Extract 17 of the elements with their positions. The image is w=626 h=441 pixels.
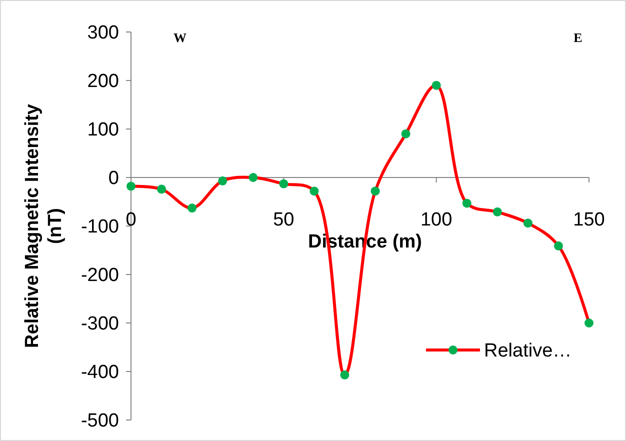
x-tick-label: 100 [420, 210, 452, 230]
y-tick-label: 100 [87, 120, 119, 141]
y-tick-label: -100 [80, 216, 119, 238]
y-axis-title: Relative Magnetic Intensity (nT) [22, 104, 66, 348]
legend-label: Relative… [484, 340, 572, 362]
y-tick-label: 200 [87, 71, 119, 92]
y-tick-label: -500 [80, 410, 119, 432]
x-tick-label: 0 [126, 210, 136, 230]
y-tick-label: 0 [108, 168, 119, 190]
y-tick-label: -400 [80, 362, 119, 384]
x-tick-label: 150 [573, 210, 605, 230]
annotation: E [574, 30, 582, 45]
x-tick-label: 50 [273, 210, 294, 230]
annotation: W [174, 30, 186, 45]
y-tick-label: -200 [80, 265, 119, 286]
y-tick-label: -300 [80, 314, 119, 335]
y-tick-label: 300 [87, 22, 119, 44]
